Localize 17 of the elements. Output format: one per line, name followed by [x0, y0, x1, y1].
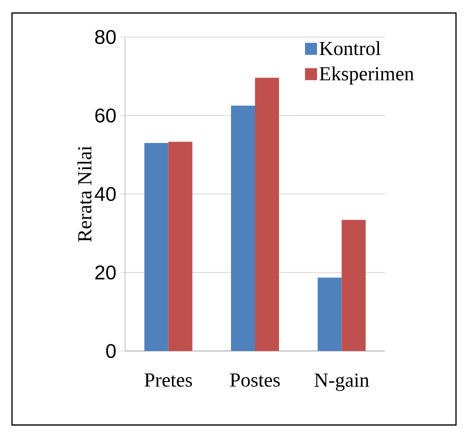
y-axis-title: Rerata Nilai	[77, 146, 92, 242]
bar	[318, 278, 342, 351]
x-tick-label: N-gain	[314, 374, 370, 391]
bar	[342, 220, 366, 351]
y-tick-label: 80	[95, 30, 116, 44]
x-tick-label: Postes	[230, 374, 280, 387]
y-tick-label: 60	[95, 108, 116, 123]
y-tick-label: 40	[94, 186, 116, 202]
x-tick-label: Pretes	[144, 374, 192, 387]
legend-label: Kontrol	[320, 41, 381, 56]
y-tick-label: 0	[106, 344, 116, 358]
legend-label: Eksperimen	[320, 66, 414, 85]
y-tick-label: 20	[95, 265, 116, 280]
bar	[231, 106, 256, 351]
bar	[168, 142, 192, 351]
bar	[144, 142, 168, 351]
bar	[255, 78, 280, 351]
